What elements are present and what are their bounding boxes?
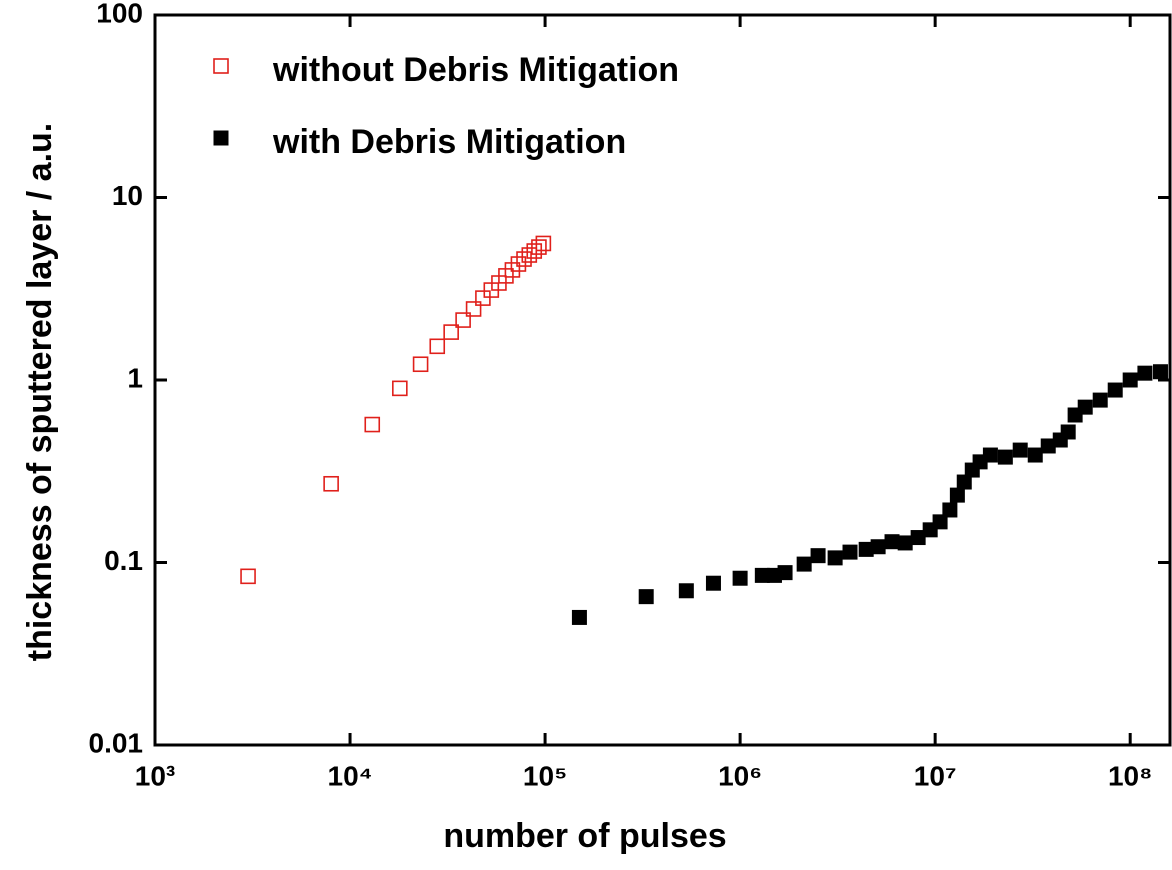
data-point [910, 530, 926, 546]
data-point [455, 312, 471, 328]
data-point [827, 550, 843, 566]
data-point [1107, 382, 1123, 398]
data-point [412, 356, 429, 373]
data-point [870, 539, 886, 555]
data-point [897, 535, 913, 551]
x-tick-label: 10⁵ [523, 760, 567, 791]
y-tick-label: 0.01 [89, 727, 144, 758]
data-point [323, 475, 339, 492]
y-tick-label: 1 [127, 362, 143, 393]
data-point [858, 541, 874, 557]
data-point [942, 502, 958, 518]
x-tick-label: 10⁶ [718, 760, 762, 791]
legend-text: without Debris Mitigation [272, 51, 679, 89]
y-axis-label: thickness of sputtered layer / a.u. [21, 123, 59, 662]
legend-text: with Debris Mitigation [272, 123, 626, 161]
data-point [678, 583, 694, 599]
data-point [842, 544, 858, 560]
data-point [732, 570, 748, 586]
x-tick-label: 10⁴ [328, 760, 373, 791]
legend-marker [213, 130, 229, 146]
data-point [240, 568, 256, 585]
data-point [638, 589, 654, 605]
x-axis-label: number of pulses [443, 817, 726, 855]
data-point [1040, 438, 1056, 454]
data-point [796, 556, 812, 572]
data-point [521, 247, 538, 263]
data-point [429, 338, 446, 355]
data-point [1137, 365, 1153, 381]
y-tick-label: 100 [96, 0, 143, 28]
y-tick-label: 10 [112, 180, 143, 211]
data-point [956, 474, 972, 490]
data-point [1060, 424, 1076, 440]
data-point [1027, 447, 1043, 463]
data-point [510, 256, 527, 272]
data-point [705, 575, 721, 591]
data-point [997, 449, 1013, 465]
data-point [504, 262, 521, 278]
y-tick-label: 0.1 [104, 545, 143, 576]
data-point [475, 290, 491, 306]
data-point [884, 534, 900, 550]
data-point [1122, 372, 1138, 388]
data-point [516, 251, 532, 267]
data-point [535, 235, 552, 252]
data-point [571, 609, 587, 625]
x-tick-label: 10⁸ [1108, 760, 1152, 791]
data-point [982, 447, 998, 463]
data-point [392, 380, 408, 397]
legend-marker [213, 58, 229, 74]
data-point [932, 514, 948, 530]
data-point [1092, 392, 1108, 408]
data-point [949, 487, 965, 503]
x-tick-label: 10⁷ [914, 760, 957, 791]
data-point [443, 324, 459, 340]
x-tick-label: 10³ [135, 760, 175, 791]
data-point [1012, 442, 1028, 458]
data-point [754, 567, 770, 583]
data-point [465, 301, 482, 317]
data-point [810, 548, 826, 564]
data-point [531, 239, 547, 255]
data-point [364, 416, 381, 433]
data-point [1152, 364, 1168, 380]
data-point [1077, 399, 1093, 415]
data-point [777, 565, 793, 581]
